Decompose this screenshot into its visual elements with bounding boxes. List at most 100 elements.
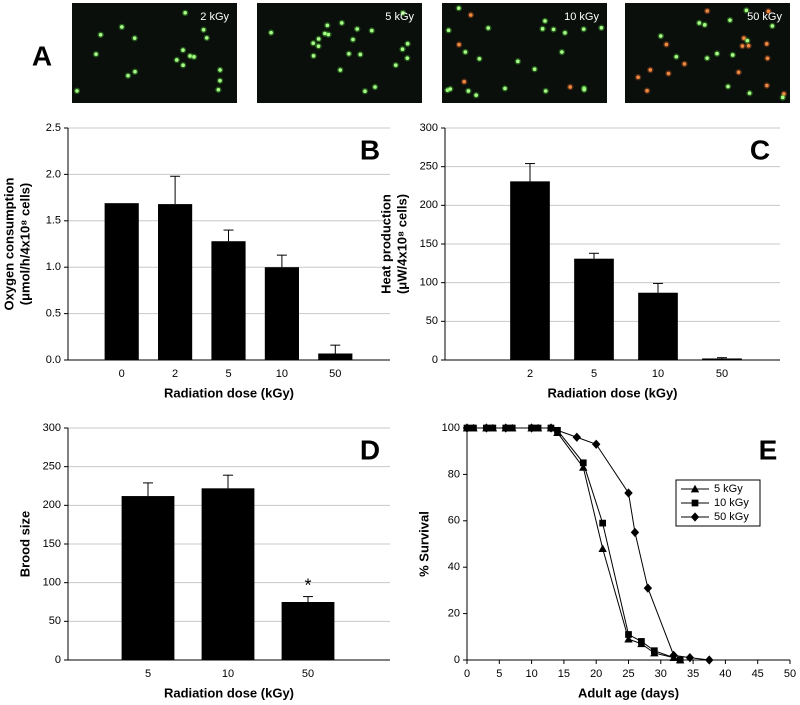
cell-dot [363, 89, 367, 93]
y-axis-title: (μmol/h/4x10⁸ cells) [17, 183, 32, 305]
x-tick-label: 10 [222, 668, 234, 680]
cell-dot [466, 89, 471, 93]
x-tick-label: 40 [719, 668, 731, 680]
y-tick-label: 0 [55, 654, 61, 666]
cell-dot [563, 30, 567, 35]
cell-dot [269, 30, 273, 35]
marker [527, 423, 536, 433]
cell-dot [726, 84, 730, 89]
x-axis-title: Radiation dose (kGy) [547, 385, 677, 400]
y-tick-label: 100 [420, 277, 438, 289]
y-tick-label: 0.5 [46, 308, 61, 320]
cell-dot [532, 67, 537, 71]
cell-dot [323, 31, 327, 36]
marker [592, 439, 601, 449]
marker [579, 459, 587, 467]
cell-dot [401, 11, 405, 15]
cell-dot [736, 70, 741, 75]
cell-dot [582, 87, 587, 92]
cell-dot [133, 69, 137, 74]
series-line [467, 427, 710, 661]
y-axis-title: Brood size [17, 511, 32, 577]
x-tick-label: 5 [591, 368, 597, 380]
cell-dot [746, 43, 751, 48]
cell-dot [766, 9, 771, 14]
cell-dot [340, 21, 344, 25]
cell-dot [543, 19, 547, 23]
cell-dot [405, 41, 410, 46]
cell-dot [765, 83, 769, 88]
annotation: * [304, 575, 311, 595]
cell-dot [477, 56, 482, 61]
cell-dot [705, 56, 709, 60]
cell-dot [326, 32, 331, 37]
cell-dot [664, 42, 669, 47]
cell-dot [463, 50, 468, 54]
cell-dot [75, 89, 79, 93]
cell-dot [393, 63, 398, 67]
marker [546, 423, 556, 433]
cell-dot [400, 47, 405, 52]
cell-dot [457, 42, 461, 47]
legend-label: 10 kGy [714, 497, 749, 509]
y-tick-label: 300 [420, 122, 438, 134]
cell-dot [645, 88, 649, 93]
cell-dot [568, 85, 572, 89]
cell-dot [742, 36, 746, 40]
micrograph [442, 3, 607, 103]
cell-dot [666, 71, 671, 76]
cell-dot [705, 9, 710, 13]
marker [669, 650, 678, 660]
cell-dot [181, 48, 185, 52]
cell-dot [120, 25, 124, 29]
bar [158, 204, 193, 360]
x-tick-label: 2 [527, 368, 533, 380]
y-tick-label: 200 [43, 499, 61, 511]
bar [638, 292, 678, 360]
y-tick-label: 0.0 [46, 354, 61, 366]
cell-dot [780, 95, 785, 100]
cell-dot [782, 92, 786, 96]
y-tick-label: 200 [420, 199, 438, 211]
cell-dot [682, 62, 687, 66]
marker [638, 638, 645, 645]
cell-dot [218, 78, 222, 83]
y-tick-label: 50 [49, 615, 61, 627]
x-tick-label: 0 [119, 368, 125, 380]
panel-letter: D [360, 434, 380, 465]
x-tick-label: 35 [687, 668, 699, 680]
cell-dot [311, 41, 316, 46]
y-tick-label: 0 [432, 354, 438, 366]
cell-dot [648, 68, 653, 72]
x-tick-label: 5 [496, 668, 502, 680]
cell-dot [132, 36, 137, 40]
cell-dot [448, 87, 453, 91]
micrograph [257, 3, 422, 103]
cell-dot [745, 38, 750, 43]
y-tick-label: 0 [454, 654, 460, 666]
marker [624, 634, 633, 643]
x-tick-label: 50 [329, 368, 341, 380]
cell-dot [581, 27, 586, 31]
cell-dot [728, 18, 732, 22]
panel-letter: B [360, 134, 380, 165]
cell-dot [183, 11, 187, 15]
x-axis-title: Adult age (days) [578, 685, 679, 700]
y-axis-title: Oxygen consumption [1, 177, 16, 310]
cell-dot [201, 27, 206, 32]
x-tick-label: 30 [655, 668, 667, 680]
y-axis-title: (μW/4x10⁸ cells) [394, 194, 409, 294]
panel-letter: C [750, 134, 770, 165]
cell-dot [192, 55, 196, 59]
marker [624, 488, 633, 498]
y-tick-label: 1.0 [46, 261, 61, 273]
legend-marker [690, 512, 700, 522]
x-tick-label: 0 [464, 668, 470, 680]
x-tick-label: 10 [276, 368, 288, 380]
cell-dot [358, 52, 363, 57]
bar [510, 181, 550, 360]
cell-dot [765, 56, 770, 61]
panel-letter: E [759, 434, 778, 465]
y-tick-label: 300 [43, 422, 61, 434]
